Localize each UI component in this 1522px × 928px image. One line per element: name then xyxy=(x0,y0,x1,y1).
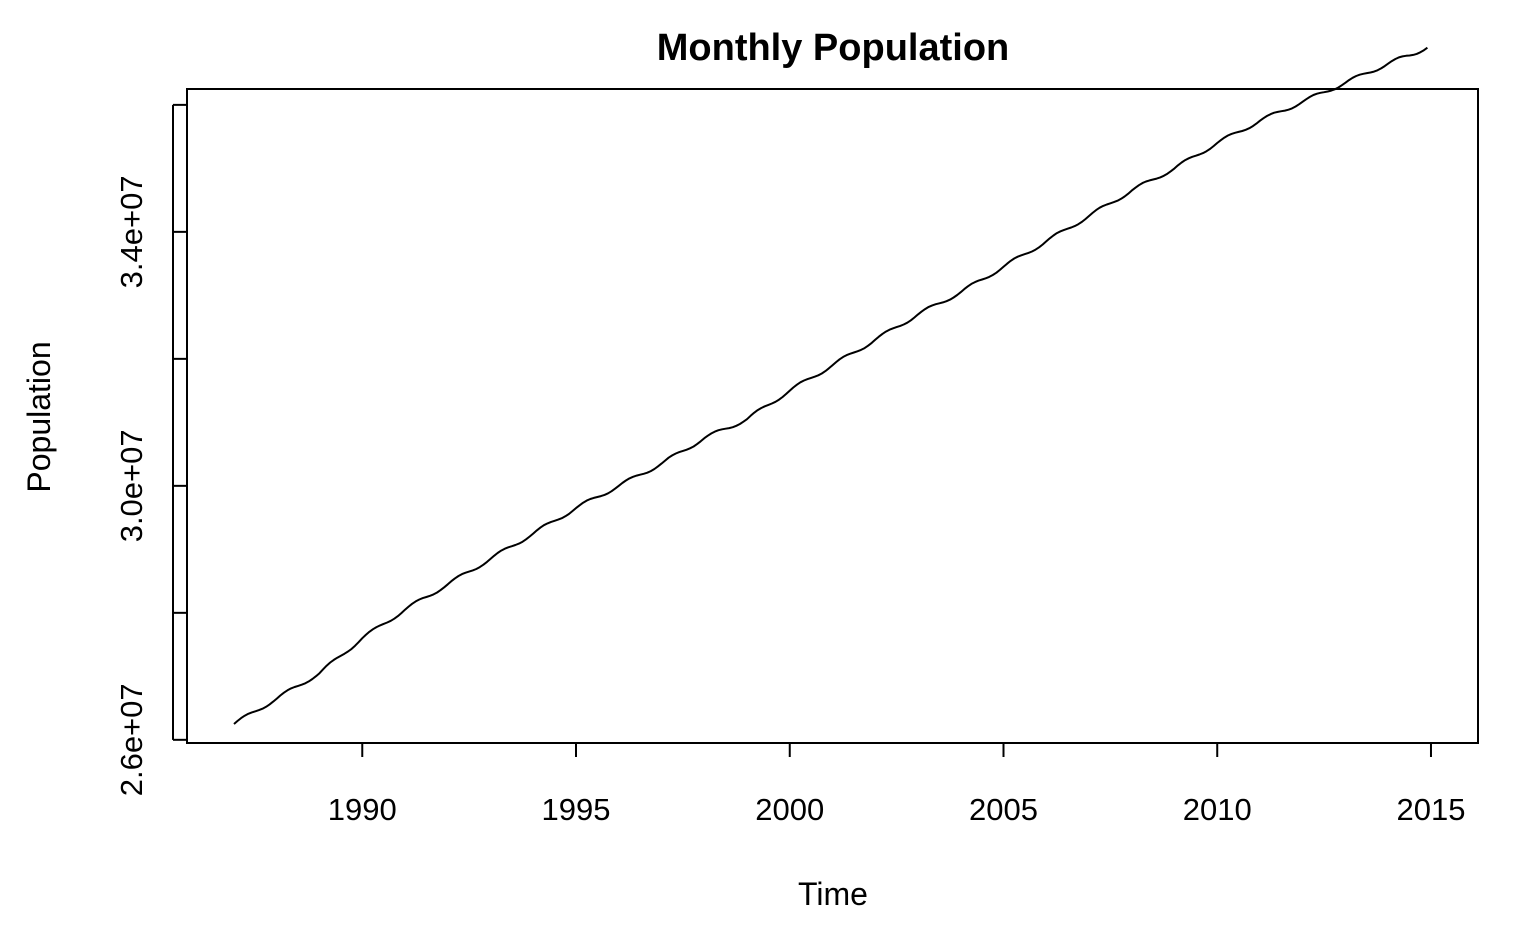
chart-title: Monthly Population xyxy=(657,27,1010,69)
y-tick-label: 2.6e+07 xyxy=(114,683,149,796)
x-tick-label: 2010 xyxy=(1183,792,1252,827)
population-series-line xyxy=(233,46,1428,725)
y-axis: 2.6e+07 3.0e+07 3.4e+07 xyxy=(114,103,187,796)
x-tick-label: 1995 xyxy=(542,792,611,827)
y-tick-label: 3.0e+07 xyxy=(114,429,149,542)
x-tick-label: 2000 xyxy=(755,792,824,827)
x-tick-label: 1990 xyxy=(328,792,397,827)
plot-frame xyxy=(186,88,1479,744)
x-tick-label: 2015 xyxy=(1396,792,1465,827)
x-tick-label: 2005 xyxy=(969,792,1038,827)
y-axis-label: Population xyxy=(21,341,57,492)
x-axis-label: Time xyxy=(798,876,868,912)
y-tick-label: 3.4e+07 xyxy=(114,175,149,288)
x-axis: 1990 1995 2000 2005 2010 2015 xyxy=(328,742,1465,827)
